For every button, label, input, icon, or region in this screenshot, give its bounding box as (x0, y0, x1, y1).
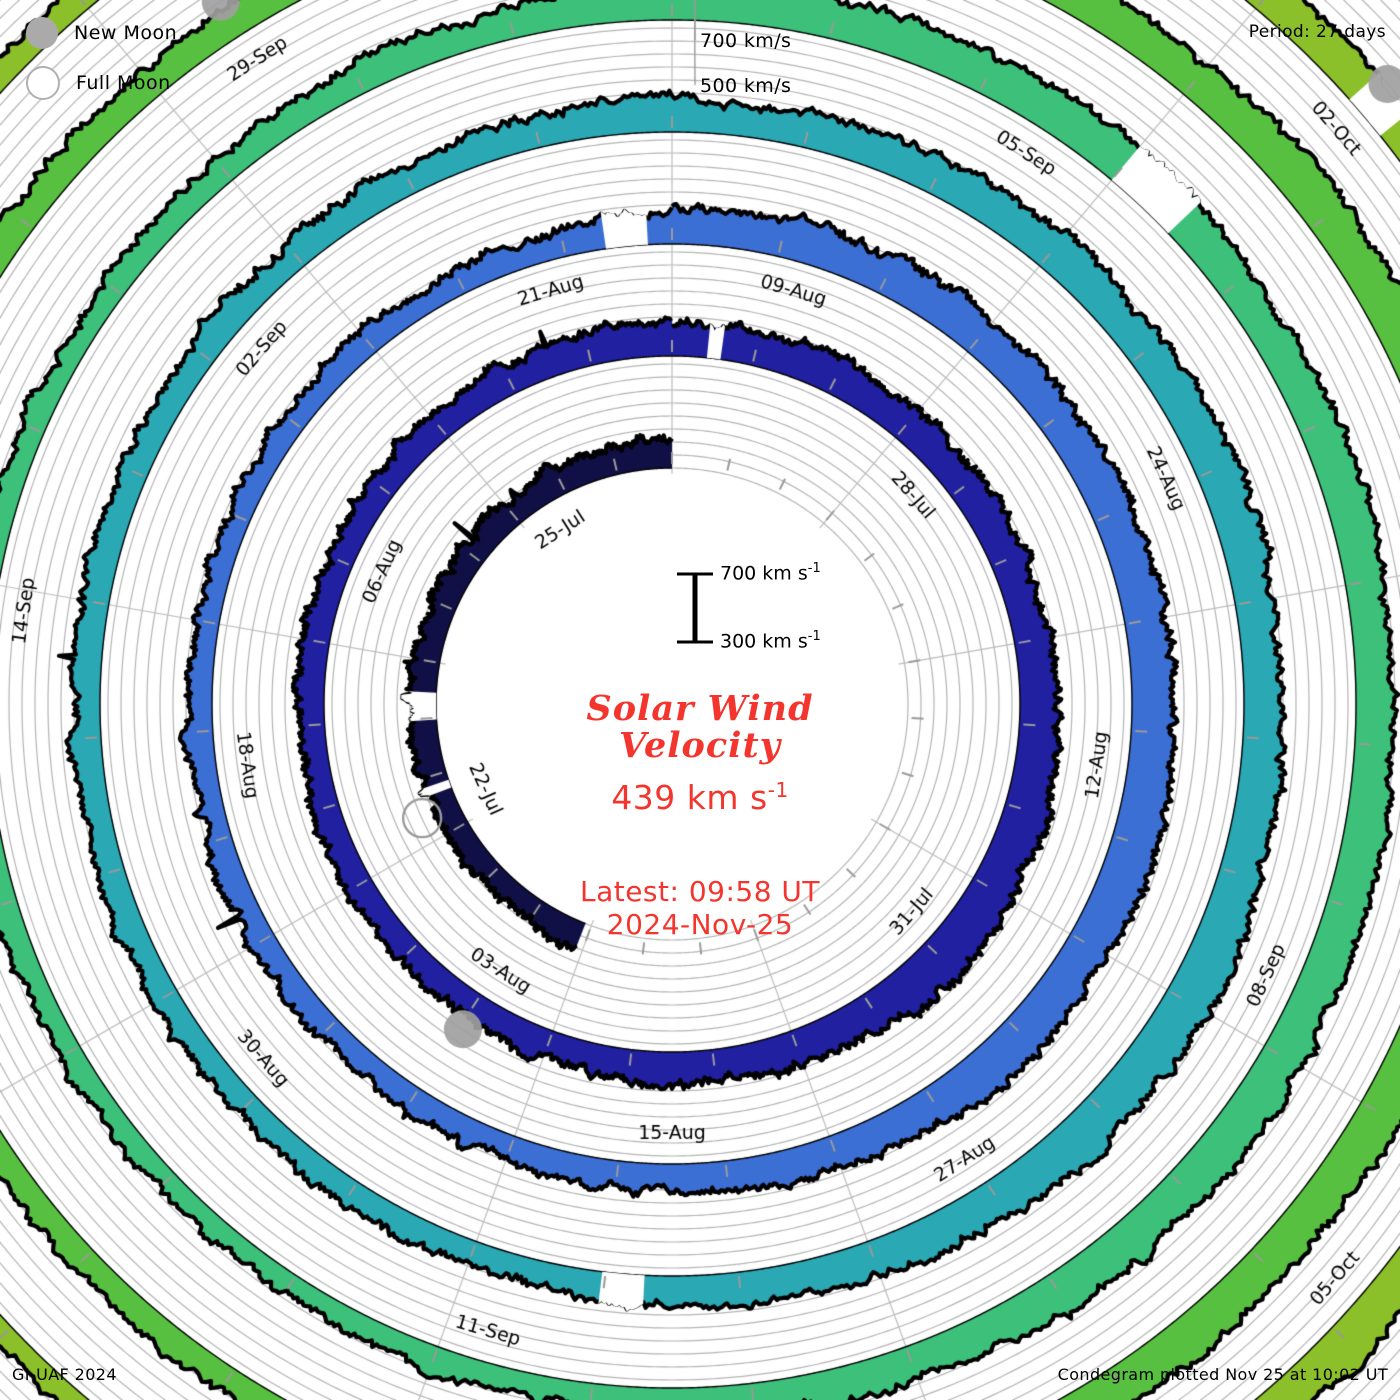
scalebar-top-text: 700 km s (720, 562, 808, 585)
scalebar-bottom-exp: -1 (807, 629, 821, 644)
center-readout: Solar Wind Velocity 439 km s-1 Latest: 0… (430, 690, 970, 941)
footer-plot-timestamp: Condegram plotted Nov 25 at 10:02 UT (1057, 1365, 1388, 1384)
legend-item-full-moon: Full Moon (26, 58, 346, 108)
current-velocity-exp: -1 (767, 778, 789, 803)
chart-title-line2: Velocity (619, 725, 781, 767)
latest-date: 2024-Nov-25 (606, 908, 794, 942)
legend-item-new-moon: New Moon (26, 8, 346, 58)
latest-timestamp: Latest: 09:58 UT 2024-Nov-25 (430, 875, 970, 941)
velocity-scalebar: 700 km s-1 300 km s-1 (655, 558, 885, 658)
scalebar-bottom-text: 300 km s (720, 630, 808, 653)
radial-tick-500: 500 km/s (700, 75, 792, 97)
new-moon-icon (26, 17, 58, 49)
legend-label-new-moon: New Moon (74, 22, 178, 44)
latest-time: Latest: 09:58 UT (579, 875, 821, 909)
footer-credit: GI-UAF 2024 (12, 1365, 117, 1384)
moon-phase-legend: New Moon Full Moon (26, 8, 346, 108)
current-velocity-value: 439 km s-1 (430, 778, 970, 817)
scalebar-top-label: 700 km s-1 (720, 561, 821, 584)
period-label: Period: 27 days (1248, 22, 1386, 42)
chart-title-line1: Solar Wind (586, 688, 814, 729)
current-velocity-number: 439 km s (611, 778, 768, 818)
legend-label-full-moon: Full Moon (76, 72, 171, 94)
scalebar-icon (677, 572, 713, 644)
full-moon-icon (26, 66, 60, 100)
scalebar-bottom-label: 300 km s-1 (720, 629, 821, 652)
radial-tick-700: 700 km/s (700, 30, 792, 52)
scalebar-top-exp: -1 (807, 561, 821, 576)
